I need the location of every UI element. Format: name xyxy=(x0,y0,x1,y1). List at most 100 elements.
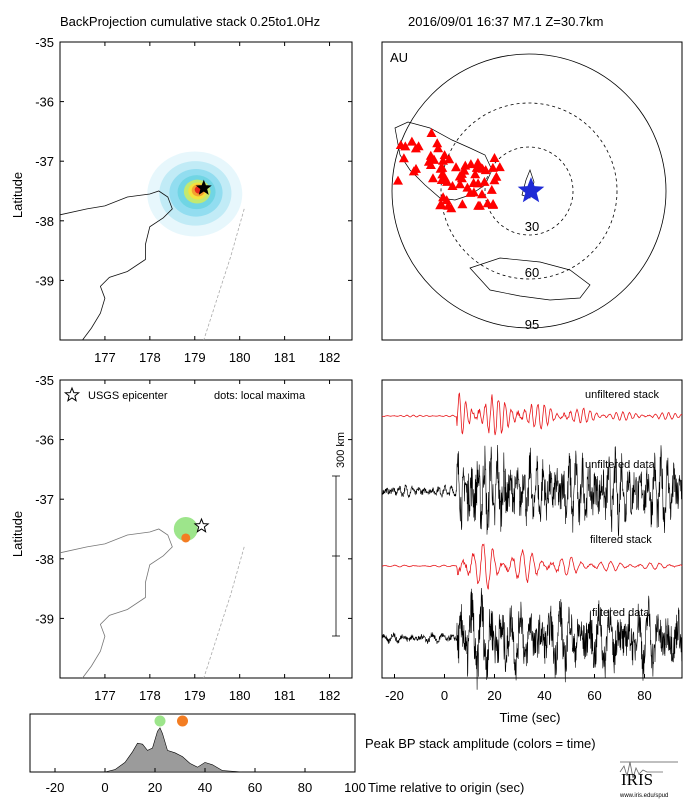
station-triangle xyxy=(451,162,461,172)
station-triangle xyxy=(457,199,468,209)
ylabel-top: Latitude xyxy=(10,172,25,218)
landmass-outline xyxy=(469,257,591,301)
range-ring xyxy=(440,102,618,280)
ytick-label: -38 xyxy=(35,552,54,567)
amplitude-area xyxy=(30,727,355,773)
trace-3 xyxy=(381,587,682,690)
xtick-label: 20 xyxy=(148,780,162,795)
scale-bar: 300 km xyxy=(332,432,347,637)
xtick-label: 177 xyxy=(94,688,116,703)
ytick-label: -37 xyxy=(35,154,54,169)
xtick-label: 179 xyxy=(184,350,206,365)
ytick-label: -39 xyxy=(35,611,54,626)
xtick-label: -20 xyxy=(46,780,65,795)
ring-label: 60 xyxy=(525,265,539,280)
station-triangle xyxy=(477,189,487,199)
xtick-label: 178 xyxy=(139,350,161,365)
legend-epicenter: USGS epicenter xyxy=(88,390,168,402)
station-triangle xyxy=(470,169,481,179)
local-maximum-dot xyxy=(181,533,191,543)
traces-axes: -20 0 20 40 60 80 xyxy=(385,674,652,703)
trace-lines xyxy=(381,392,683,690)
station-triangle xyxy=(426,128,437,137)
station-triangle xyxy=(473,200,484,210)
coastline-path xyxy=(59,190,173,341)
trench-line xyxy=(203,546,245,679)
station-triangle xyxy=(479,176,490,186)
xtick-label: 60 xyxy=(248,780,262,795)
xtick-label: 180 xyxy=(229,688,251,703)
station-triangle xyxy=(439,150,450,160)
xtick-label: 178 xyxy=(139,688,161,703)
legend-star-icon xyxy=(63,386,81,402)
xtick-label: 80 xyxy=(637,688,651,703)
trace-0 xyxy=(381,392,683,436)
iris-logo: IRIS www.iris.edu/spud xyxy=(619,761,678,799)
coastline-1 xyxy=(59,190,245,341)
xtick-label: 40 xyxy=(537,688,551,703)
station-triangle xyxy=(489,153,500,162)
trace-1 xyxy=(381,444,682,537)
station-triangle xyxy=(398,153,409,163)
station-triangle xyxy=(406,136,417,146)
station-triangle xyxy=(455,179,465,189)
ytick-label: -37 xyxy=(35,492,54,507)
xtick-label: 80 xyxy=(298,780,312,795)
ytick-label: -35 xyxy=(35,373,54,388)
xtick-label: 182 xyxy=(319,688,341,703)
legend-dots: dots: local maxima xyxy=(214,390,306,402)
xtick-label: 100 xyxy=(344,780,366,795)
station-triangle xyxy=(494,162,505,172)
station-triangle xyxy=(436,199,447,209)
epicenter-star xyxy=(193,517,210,533)
station-triangle xyxy=(411,163,421,173)
station-triangle xyxy=(465,159,476,169)
ytick-label: -36 xyxy=(35,433,54,448)
figure-title: BackProjection cumulative stack 0.25to1.… xyxy=(60,14,320,29)
ytick-label: -38 xyxy=(35,214,54,229)
station-triangle xyxy=(438,192,449,202)
range-ring xyxy=(484,146,574,236)
logo-text: IRIS xyxy=(621,770,653,789)
station-triangle xyxy=(488,199,499,209)
label-filtered-data: filtered data xyxy=(592,607,650,619)
label-unfiltered-stack: unfiltered stack xyxy=(585,389,659,401)
epicenter-star xyxy=(195,179,212,195)
station-triangle xyxy=(454,171,465,181)
station-triangle xyxy=(425,150,436,160)
maxima-map-frame xyxy=(59,379,353,679)
scale-label: 300 km xyxy=(335,432,347,468)
station-triangle xyxy=(435,163,446,173)
amplitude-panel: -20 0 20 40 60 80 100 Peak BP stack amplitude … xyxy=(29,713,596,795)
station-triangle xyxy=(459,165,470,175)
traces-frame xyxy=(381,379,683,679)
maxima-map-panel: 177 178 179 180 181 182 -35 -36 -37 -38 -39 Latitu… xyxy=(10,373,353,703)
station-triangle xyxy=(476,163,487,173)
label-unfiltered-data: unfiltered data xyxy=(585,459,656,471)
traces-xlabel: Time (sec) xyxy=(500,710,561,725)
station-triangle xyxy=(446,203,457,213)
xtick-label: 40 xyxy=(198,780,212,795)
heatmap-blob xyxy=(147,151,243,237)
xtick-label: 0 xyxy=(101,780,108,795)
station-triangle xyxy=(472,157,483,167)
station-triangle xyxy=(468,187,479,197)
station-triangle xyxy=(442,176,453,186)
cumulative-map-panel: 177 178 179 180 181 182 -35 -36 -37 -38 -39 Latitu… xyxy=(10,35,353,365)
station-triangle xyxy=(395,140,406,149)
coastline-path xyxy=(59,528,173,679)
amplitude-axes: -20 0 20 40 60 80 100 xyxy=(46,768,366,795)
xtick-label: -20 xyxy=(385,688,404,703)
trench-line xyxy=(203,208,245,341)
cumulative-map-axes: 177 178 179 180 181 182 -35 -36 -37 -38 -39 xyxy=(35,35,352,365)
ring-label: 30 xyxy=(525,219,539,234)
xtick-label: 60 xyxy=(587,688,601,703)
xtick-label: 180 xyxy=(229,350,251,365)
station-triangle xyxy=(413,141,424,151)
xtick-label: 20 xyxy=(487,688,501,703)
coastline-3 xyxy=(59,528,245,679)
time-marker xyxy=(177,715,188,727)
ring-label: 95 xyxy=(525,317,539,332)
local-maximum-dot xyxy=(173,517,198,541)
trace-2 xyxy=(381,543,683,590)
